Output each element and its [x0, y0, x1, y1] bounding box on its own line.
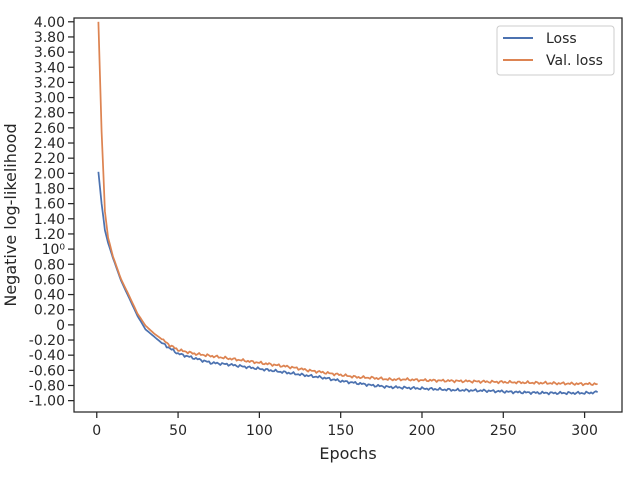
- y-tick-label: 3.20: [34, 75, 65, 91]
- y-axis-ticks: -1.00-0.80-0.60-0.40-0.2000.200.400.600.…: [29, 15, 74, 410]
- y-tick-label: 0.80: [34, 257, 65, 273]
- y-tick-label: 1.40: [34, 212, 65, 228]
- y-tick-label: 3.80: [34, 30, 65, 46]
- y-tick-label: 2.00: [34, 166, 65, 182]
- y-tick-label: 1.20: [34, 227, 65, 243]
- y-tick-label: 3.60: [34, 45, 65, 61]
- y-tick-label: 3.40: [34, 60, 65, 76]
- series-line-loss: [97, 171, 599, 396]
- x-tick-label: 150: [327, 423, 354, 439]
- x-tick-label: 200: [409, 423, 436, 439]
- y-tick-label: 2.40: [34, 136, 65, 152]
- x-tick-label: 250: [490, 423, 517, 439]
- x-tick-label: 50: [169, 423, 187, 439]
- y-tick-label: 4.00: [34, 15, 65, 31]
- y-tick-label: -0.20: [29, 333, 65, 349]
- x-tick-label: 0: [92, 423, 101, 439]
- legend: Loss Val. loss: [496, 25, 615, 76]
- y-tick-label: 0.60: [34, 272, 65, 288]
- y-tick-label: 0: [56, 318, 65, 334]
- y-tick-label: -1.00: [29, 394, 65, 410]
- y-tick-label: 2.20: [34, 151, 65, 167]
- series-layer: [97, 21, 599, 396]
- plot-area-frame: [73, 17, 623, 413]
- y-tick-label: -0.40: [29, 348, 65, 364]
- y-tick-label: 2.60: [34, 121, 65, 137]
- y-axis-label: Negative log-likelihood: [1, 123, 20, 306]
- y-tick-label: 0.40: [34, 288, 65, 304]
- x-tick-label: 300: [571, 423, 598, 439]
- series-line-val-loss: [97, 21, 598, 387]
- y-tick-label: 0.20: [34, 303, 65, 319]
- y-tick-label: 10⁰: [42, 242, 66, 258]
- y-tick-label: 3.00: [34, 91, 65, 107]
- y-tick-label: 2.80: [34, 106, 65, 122]
- y-tick-label: 1.80: [34, 181, 65, 197]
- x-tick-label: 100: [246, 423, 273, 439]
- y-tick-label: -0.80: [29, 378, 65, 394]
- x-axis-label: Epochs: [319, 444, 376, 463]
- legend-val-loss-label: Val. loss: [546, 53, 603, 69]
- x-axis-ticks: 0 50 100 150 200 250 300: [92, 412, 598, 439]
- legend-loss-label: Loss: [546, 31, 577, 47]
- y-tick-label: -0.60: [29, 363, 65, 379]
- y-tick-label: 1.60: [34, 197, 65, 213]
